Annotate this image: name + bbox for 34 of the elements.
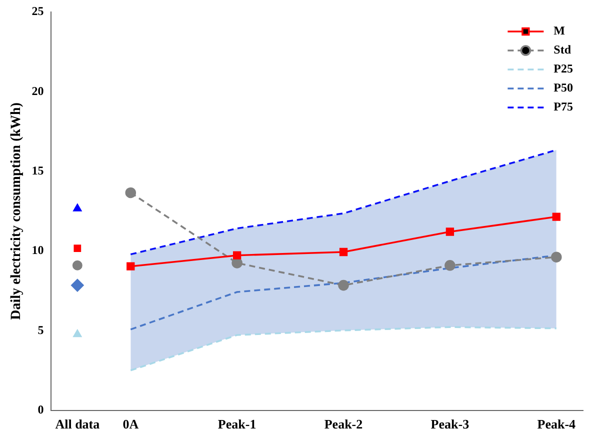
- point: [74, 244, 82, 252]
- y-tick-label: 15: [32, 163, 44, 178]
- point: [446, 228, 454, 236]
- x-tick-label: Peak-4: [537, 416, 576, 432]
- y-tick-label: 5: [38, 322, 44, 337]
- point: [232, 258, 242, 268]
- y-tick-label: 10: [32, 243, 44, 258]
- x-tick-label: 0A: [122, 416, 140, 432]
- point: [552, 212, 560, 221]
- line-series: [130, 326, 558, 372]
- x-tick-label: Peak-2: [324, 416, 363, 432]
- point: [73, 204, 82, 212]
- y-axis-title: Daily electricity consumption (kWh): [9, 102, 24, 320]
- point: [550, 252, 562, 262]
- legend-label: Std: [554, 42, 572, 57]
- point: [72, 260, 82, 270]
- y-tick-label: 0: [38, 402, 44, 416]
- point: [125, 187, 136, 198]
- x-tick-label: All data: [55, 416, 100, 432]
- point: [339, 248, 348, 256]
- legend-label: P25: [554, 62, 574, 76]
- y-tick-label: 25: [32, 4, 44, 18]
- point: [126, 262, 135, 270]
- point: [232, 251, 242, 260]
- x-tick-label: Peak-1: [218, 416, 256, 432]
- legend-label: P75: [554, 100, 574, 114]
- x-tick-label: Peak-3: [430, 416, 470, 432]
- point: [73, 329, 82, 338]
- point: [338, 280, 349, 291]
- legend-label: M: [554, 24, 565, 38]
- point: [70, 278, 84, 292]
- legend-label: P50: [554, 80, 574, 95]
- point: [444, 260, 456, 271]
- y-tick-label: 20: [32, 84, 44, 98]
